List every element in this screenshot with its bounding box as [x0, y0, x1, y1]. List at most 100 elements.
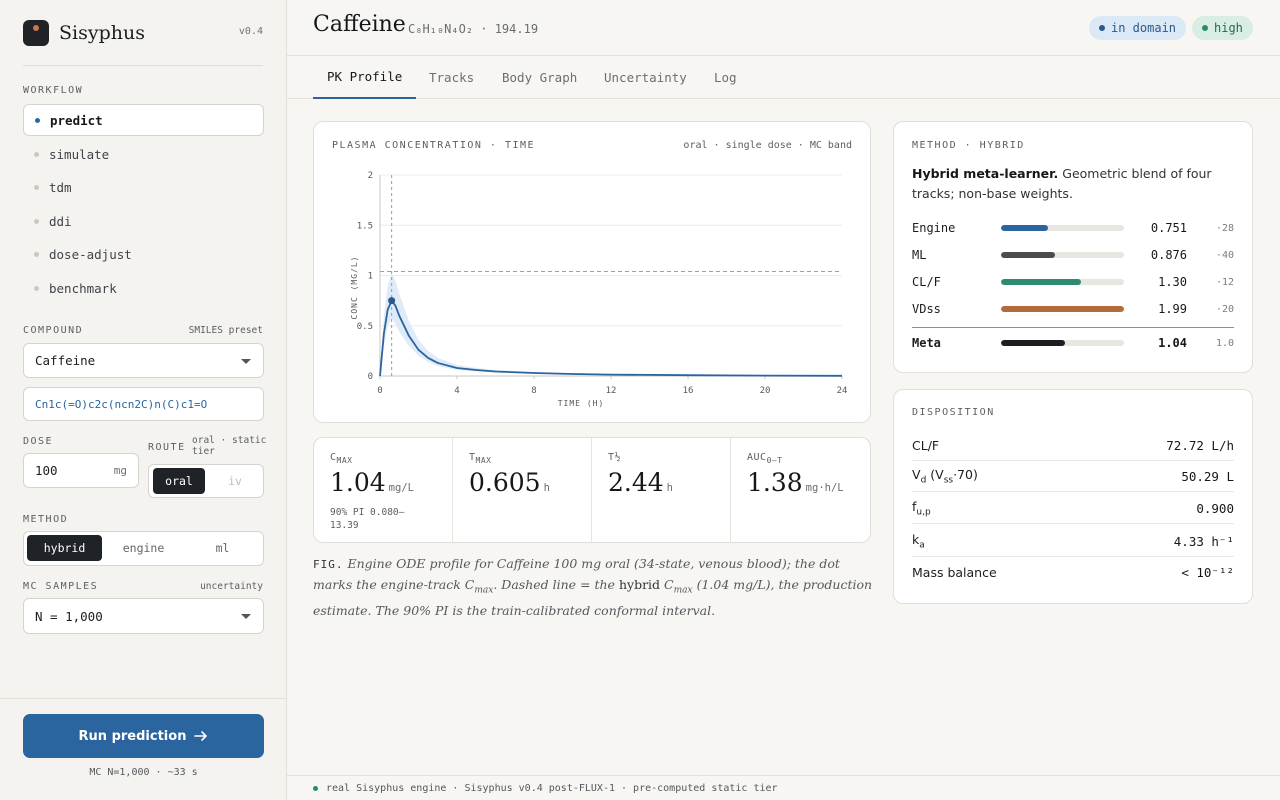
mc-samples-select[interactable]: N = 1,000 — [23, 598, 264, 634]
disposition-name-main: f — [912, 498, 917, 514]
status-dot-icon — [1099, 25, 1105, 31]
workflow-item-predict[interactable]: predict — [23, 104, 264, 136]
chart-subtitle: oral · single dose · MC band — [683, 140, 852, 151]
tab-uncertainty[interactable]: Uncertainty — [604, 70, 687, 85]
y-tick-label: 0.5 — [357, 322, 373, 332]
disposition-row: ka 4.33 h⁻¹ — [912, 526, 1234, 557]
disposition-name-main: k — [912, 531, 920, 547]
workflow-item-tdm[interactable]: tdm — [23, 171, 264, 203]
mc-samples-label: MC SAMPLES — [23, 581, 99, 592]
workflow-item-ddi[interactable]: ddi — [23, 205, 264, 237]
workflow-item-label: ddi — [49, 213, 72, 229]
compound-select[interactable]: Caffeine — [23, 343, 264, 378]
bullet-icon — [34, 151, 39, 157]
workflow-item-dose-adjust[interactable]: dose-adjust — [23, 238, 264, 270]
method-option-hybrid[interactable]: hybrid — [27, 535, 102, 561]
route-option-iv[interactable]: iv — [228, 474, 242, 488]
smiles-input[interactable]: Cn1c(=O)c2c(ncn2C)n(C)c1=O — [23, 387, 264, 421]
chart-title: PLASMA CONCENTRATION · TIME — [332, 140, 536, 151]
caption-part-4: (1.04 mg/L), the production estimate. Th… — [313, 577, 873, 618]
tab-tracks[interactable]: Tracks — [429, 70, 475, 85]
x-tick-label: 0 — [377, 386, 382, 396]
y-tick-label: 2 — [368, 171, 373, 181]
track-bar-fill — [1001, 340, 1065, 346]
track-bar — [1001, 252, 1124, 258]
metric-3: AUC0–T 1.38 mg·h/L — [731, 438, 871, 542]
x-axis-label: TIME (H) — [558, 399, 605, 408]
track-bar-fill — [1001, 252, 1056, 258]
workflow-item-benchmark[interactable]: benchmark — [23, 272, 264, 304]
method-option-ml[interactable]: ml — [215, 541, 230, 555]
sidebar: Sisyphus v0.4 WORKFLOW predict simulate td… — [0, 0, 287, 800]
compound-select-value: Caffeine — [35, 353, 96, 368]
metric-label-main: C — [330, 452, 337, 463]
workflow-item-simulate[interactable]: simulate — [23, 138, 264, 170]
tab-log[interactable]: Log — [714, 70, 737, 85]
disposition-name-main: V — [912, 466, 921, 482]
track-name: VDss — [912, 302, 941, 316]
disposition-row: Vd (Vss·70) 50.29 L — [912, 461, 1234, 492]
caption-part-3: C — [664, 577, 674, 592]
track-bar — [1001, 225, 1124, 231]
x-tick-label: 20 — [760, 386, 771, 396]
track-bar-fill — [1001, 279, 1081, 285]
y-axis-label: CONC (MG/L) — [350, 256, 359, 320]
disposition-label: DISPOSITION — [912, 407, 995, 418]
dose-input-value: 100 — [35, 463, 58, 478]
status-footer: real Sisyphus engine · Sisyphus v0.4 pos… — [287, 775, 1280, 800]
caption-hybrid: hybrid — [618, 577, 661, 592]
method-option-engine[interactable]: engine — [122, 541, 165, 555]
disposition-name: ka — [912, 532, 925, 551]
track-bar-fill — [1001, 225, 1048, 231]
chevron-down-icon — [241, 358, 251, 364]
metric-label: CMAX — [330, 452, 352, 465]
metric-label-main: T — [469, 452, 476, 463]
dose-input[interactable]: 100 mg — [23, 453, 139, 488]
pk-chart-card: PLASMA CONCENTRATION · TIME oral · singl… — [313, 121, 871, 423]
main-panel: Caffeine C₈H₁₀N₄O₂ · 194.19 in domain hi… — [287, 0, 1280, 800]
footer-text: real Sisyphus engine · Sisyphus v0.4 pos… — [326, 782, 778, 794]
metric-label-main: AUC — [747, 452, 767, 463]
metric-label-sub: 0–T — [766, 456, 783, 465]
method-toggle[interactable]: hybrid engine ml — [23, 531, 264, 566]
route-toggle[interactable]: oral iv — [148, 464, 264, 498]
metric-label-sub: MAX — [475, 456, 492, 465]
route-option-oral[interactable]: oral — [153, 468, 205, 494]
app-name: Sisyphus — [59, 22, 145, 44]
track-weight: ·12 — [1215, 276, 1234, 288]
workflow-item-label: simulate — [49, 146, 110, 162]
run-prediction-label: Run prediction — [78, 728, 187, 744]
track-row-meta: Meta 1.04 1.0 — [912, 333, 1234, 353]
track-name: CL/F — [912, 275, 941, 289]
status-dot-icon — [1202, 25, 1208, 31]
method-description-bold: Hybrid meta-learner. — [912, 166, 1059, 181]
method-card: METHOD · HYBRID Hybrid meta-learner. Geo… — [893, 121, 1253, 373]
metric-2: T½ 2.44 h — [592, 438, 731, 542]
disposition-value: < 10⁻¹² — [1181, 565, 1234, 580]
disposition-row: CL/F 72.72 L/h — [912, 430, 1234, 461]
disposition-name-main: CL/F — [912, 437, 940, 453]
figure-caption: FIG. Engine ODE profile for Caffeine 100… — [313, 554, 873, 621]
molecular-formula: C₈H₁₀N₄O₂ · 194.19 — [408, 22, 539, 36]
bullet-icon — [34, 218, 39, 224]
tab-body-graph[interactable]: Body Graph — [502, 70, 578, 85]
route-hint: oral · static tier — [192, 435, 266, 457]
track-bar-fill — [1001, 306, 1124, 312]
tab-pk-profile[interactable]: PK Profile — [313, 56, 417, 99]
track-value: 1.04 — [1158, 336, 1187, 350]
domain-badge: in domain — [1089, 16, 1187, 40]
metric-0: CMAX 1.04 mg/L 90% PI 0.080–13.39 — [314, 438, 453, 542]
track-weight: ·40 — [1215, 249, 1234, 261]
track-row-engine: Engine 0.751 ·28 — [912, 218, 1234, 238]
app-version: v0.4 — [238, 26, 263, 37]
tab-bar: PK Profile Tracks Body Graph Uncertainty… — [287, 56, 1280, 99]
disposition-row: fu,p 0.900 — [912, 493, 1234, 524]
disposition-name: fu,p — [912, 499, 931, 518]
track-weight: ·20 — [1215, 303, 1234, 315]
metric-value-number: 2.44 — [608, 468, 664, 497]
disposition-name-tail: (V — [926, 466, 944, 482]
divider — [912, 327, 1234, 328]
disposition-name: CL/F — [912, 438, 939, 453]
run-prediction-button[interactable]: Run prediction — [23, 714, 264, 758]
x-tick-label: 8 — [531, 386, 536, 396]
